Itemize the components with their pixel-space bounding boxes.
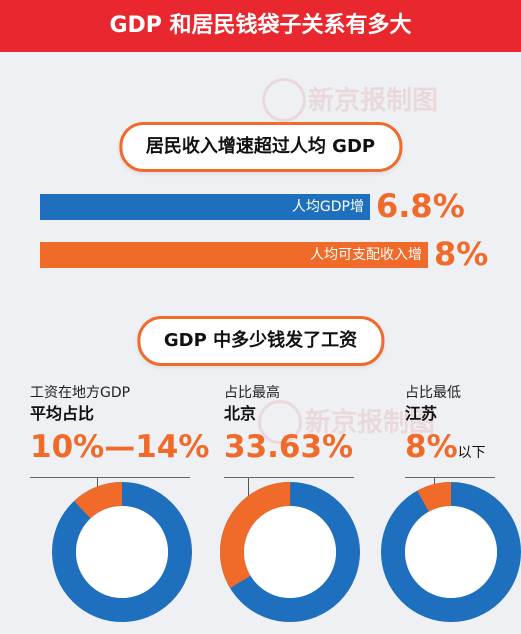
column-value-text: 33.63% [224,429,354,465]
watermark-logo-icon [262,78,306,122]
underline-average [30,477,190,478]
donut-hole-average [76,506,168,598]
underline-beijing [224,477,354,478]
donut-share-average [52,482,192,622]
underline-jiangsu [405,477,495,478]
column-sublabel: 北京 [224,404,257,423]
donut-chart-jiangsu [381,482,521,622]
watermark: 新京报制图 [305,408,436,438]
donut-chart-beijing [220,482,360,622]
column-average: 工资在地方GDP 平均占比 10%—14% [30,383,209,473]
header-banner: GDP 和居民钱袋子关系有多大 [0,0,521,52]
section2-title-pill: GDP 中多少钱发了工资 [136,316,385,366]
section2-title: GDP 中多少钱发了工资 [163,330,358,351]
watermark-logo-icon [258,400,302,444]
section1-title: 居民收入增速超过人均 GDP [145,136,376,157]
donut-chart-average [52,482,192,622]
column-beijing: 占比最高 北京 33.63% [224,383,353,473]
column-sublabel: 江苏 [405,404,438,423]
bar-gdp-growth: 人均GDP增 [40,194,370,220]
watermark: 新京报制图 [308,86,439,116]
section1-title-pill: 居民收入增速超过人均 GDP [118,122,403,172]
column-label: 占比最低 [405,385,461,401]
column-value: 10%—14% [30,427,209,473]
column-jiangsu: 占比最低 江苏 8%以下 [405,383,486,473]
column-value-text: 8% [405,429,458,465]
header-title: GDP 和居民钱袋子关系有多大 [109,13,412,38]
column-value: 8%以下 [405,427,486,473]
donut-hole-jiangsu [405,506,497,598]
bar-income-growth: 人均可支配收入增 [40,242,428,268]
donut-hole-beijing [244,506,336,598]
bar-label-income: 人均可支配收入增 [310,247,422,263]
column-label: 工资在地方GDP [30,385,131,401]
column-sublabel: 平均占比 [30,404,95,423]
column-label: 占比最高 [224,385,280,401]
bar-value-income: 8% [434,235,489,273]
donut-share-jiangsu [381,482,521,622]
column-value-suffix: 以下 [457,445,486,461]
bar-value-gdp: 6.8% [376,187,465,225]
column-value-text: 10%—14% [30,429,210,465]
column-value: 33.63% [224,427,353,473]
bar-label-gdp: 人均GDP增 [291,199,364,215]
